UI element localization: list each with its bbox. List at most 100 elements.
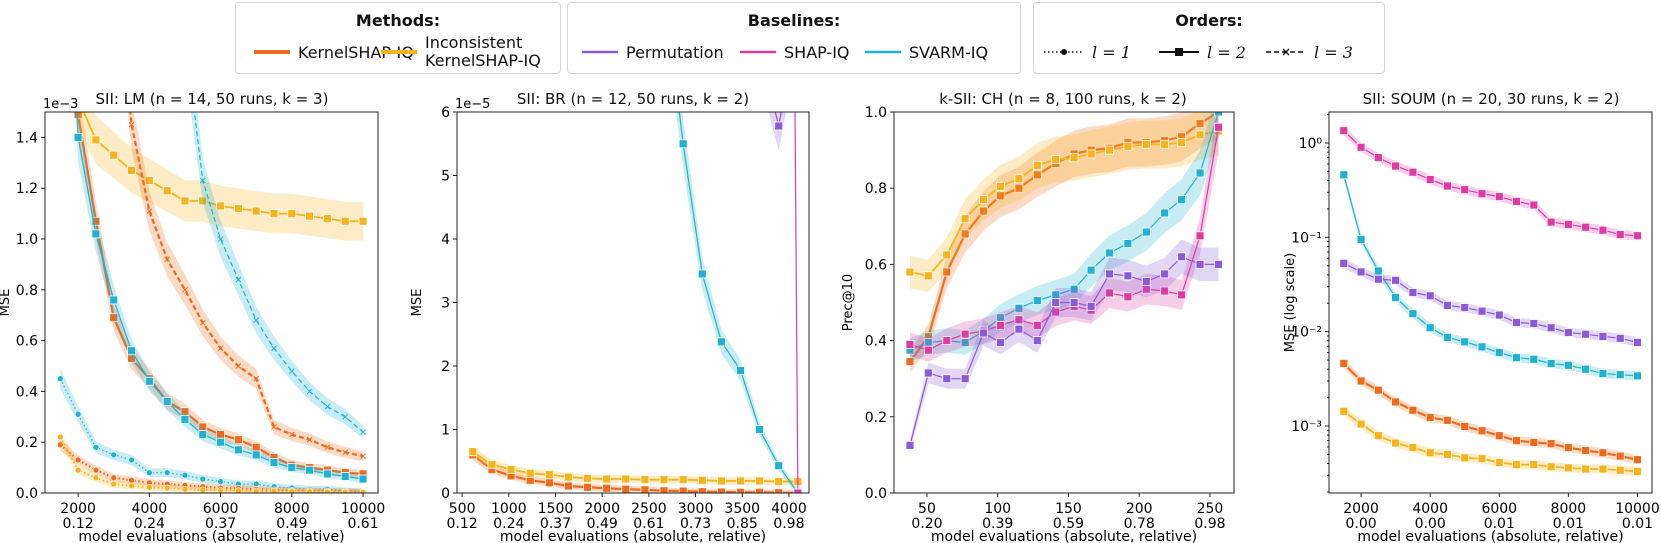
data-point <box>1460 303 1470 312</box>
data-point <box>324 403 331 410</box>
data-point <box>1425 413 1435 422</box>
data-point <box>198 430 208 439</box>
data-point <box>544 478 554 488</box>
data-point <box>1529 460 1539 469</box>
data-point <box>774 121 784 131</box>
data-point <box>1069 153 1079 163</box>
data-point <box>1339 359 1349 368</box>
data-point <box>162 186 172 196</box>
x-tick-label-relative: 0.49 <box>276 516 307 532</box>
data-point <box>1443 415 1452 425</box>
data-point <box>1546 217 1556 227</box>
plot-area <box>905 112 1223 452</box>
data-point <box>905 340 915 349</box>
data-point <box>198 196 208 206</box>
data-point <box>659 475 669 485</box>
x-axis-label: model evaluations (absolute, relative) <box>931 529 1197 543</box>
legend-item-order-3: l = 3 <box>1266 35 1353 69</box>
data-point <box>1177 252 1187 262</box>
x-tick-label-absolute: 4000 <box>771 501 807 517</box>
confidence-band <box>60 438 364 493</box>
series-shap-iq-order-2 <box>1339 126 1642 241</box>
axes-frame <box>1328 111 1653 494</box>
data-point <box>1105 145 1114 155</box>
y-tick-label: 0 <box>441 486 450 502</box>
data-point <box>180 196 190 206</box>
data-point <box>1512 353 1521 363</box>
data-point <box>905 267 915 277</box>
data-point <box>305 211 315 221</box>
data-point <box>563 472 573 482</box>
data-point <box>923 271 933 281</box>
data-point <box>1598 448 1608 458</box>
data-point <box>942 336 952 346</box>
data-point <box>323 469 332 479</box>
data-point <box>270 487 278 493</box>
data-point <box>1546 323 1556 333</box>
data-point <box>1391 275 1401 285</box>
y-tick-label: 10⁻³ <box>1291 419 1322 435</box>
legend-label: Permutation <box>626 42 724 62</box>
x-tick-label-absolute: 4000 <box>1412 501 1448 517</box>
data-point <box>1177 195 1187 205</box>
legend-orders-title: Orders: <box>1175 11 1243 30</box>
legend-label: SVARM-IQ <box>909 42 989 62</box>
data-point <box>199 319 206 326</box>
data-point <box>235 363 242 369</box>
data-point <box>736 487 745 493</box>
confidence-band <box>127 112 364 462</box>
data-point <box>1529 438 1539 447</box>
data-point <box>544 470 554 479</box>
data-point <box>110 474 118 482</box>
data-point <box>1425 291 1435 301</box>
legend-baselines-title: Baselines: <box>747 11 841 30</box>
series-inconsistent-kernelshap-iq-order-2 <box>468 446 803 486</box>
data-point <box>774 477 784 486</box>
data-point <box>1477 342 1487 352</box>
data-point <box>755 425 765 434</box>
axes-frame <box>44 111 379 494</box>
data-point <box>1425 323 1435 333</box>
data-point <box>979 206 988 216</box>
data-point <box>1546 359 1556 368</box>
x-tick-label-relative: 0.59 <box>1053 516 1084 532</box>
confidence-band <box>1343 258 1638 348</box>
data-point <box>923 345 933 355</box>
y-offset-label: 1e−5 <box>455 97 490 112</box>
data-point <box>235 276 242 283</box>
data-point <box>1563 220 1573 229</box>
dashed-x-marker-icon <box>1266 48 1306 56</box>
x-tick-label-relative: 0.12 <box>447 516 478 532</box>
data-point <box>109 295 119 305</box>
data-point <box>996 181 1005 191</box>
data-point <box>736 476 745 486</box>
x-tick-label-relative: 0.61 <box>633 516 664 532</box>
data-point <box>755 487 765 493</box>
data-point <box>1460 453 1470 463</box>
series-shap-iq-order-2 <box>793 112 803 493</box>
y-axis-label: MSE <box>410 289 425 317</box>
legend-item-kernelshap-iq: KernelSHAP-IQ <box>254 35 414 69</box>
x-tick-label-absolute: 1500 <box>538 501 574 517</box>
data-point <box>1408 405 1418 415</box>
data-point <box>1425 448 1435 458</box>
x-tick-label-absolute: 1000 <box>491 501 527 517</box>
data-point <box>128 482 135 490</box>
data-point <box>358 474 368 484</box>
data-point <box>1512 436 1521 446</box>
data-point <box>74 466 82 474</box>
data-point <box>697 269 707 279</box>
data-point <box>659 486 669 493</box>
data-point <box>1141 139 1151 149</box>
data-point <box>1615 230 1625 239</box>
data-point <box>525 468 535 478</box>
data-point <box>1477 189 1487 199</box>
data-point <box>323 214 332 224</box>
y-tick-label: 5 <box>441 169 450 185</box>
data-point <box>1633 371 1642 381</box>
series-svarm-iq-order-3 <box>190 112 366 439</box>
data-point <box>793 488 803 493</box>
data-point <box>91 135 101 145</box>
x-tick-label-absolute: 100 <box>984 501 1011 517</box>
data-point <box>1460 422 1470 431</box>
